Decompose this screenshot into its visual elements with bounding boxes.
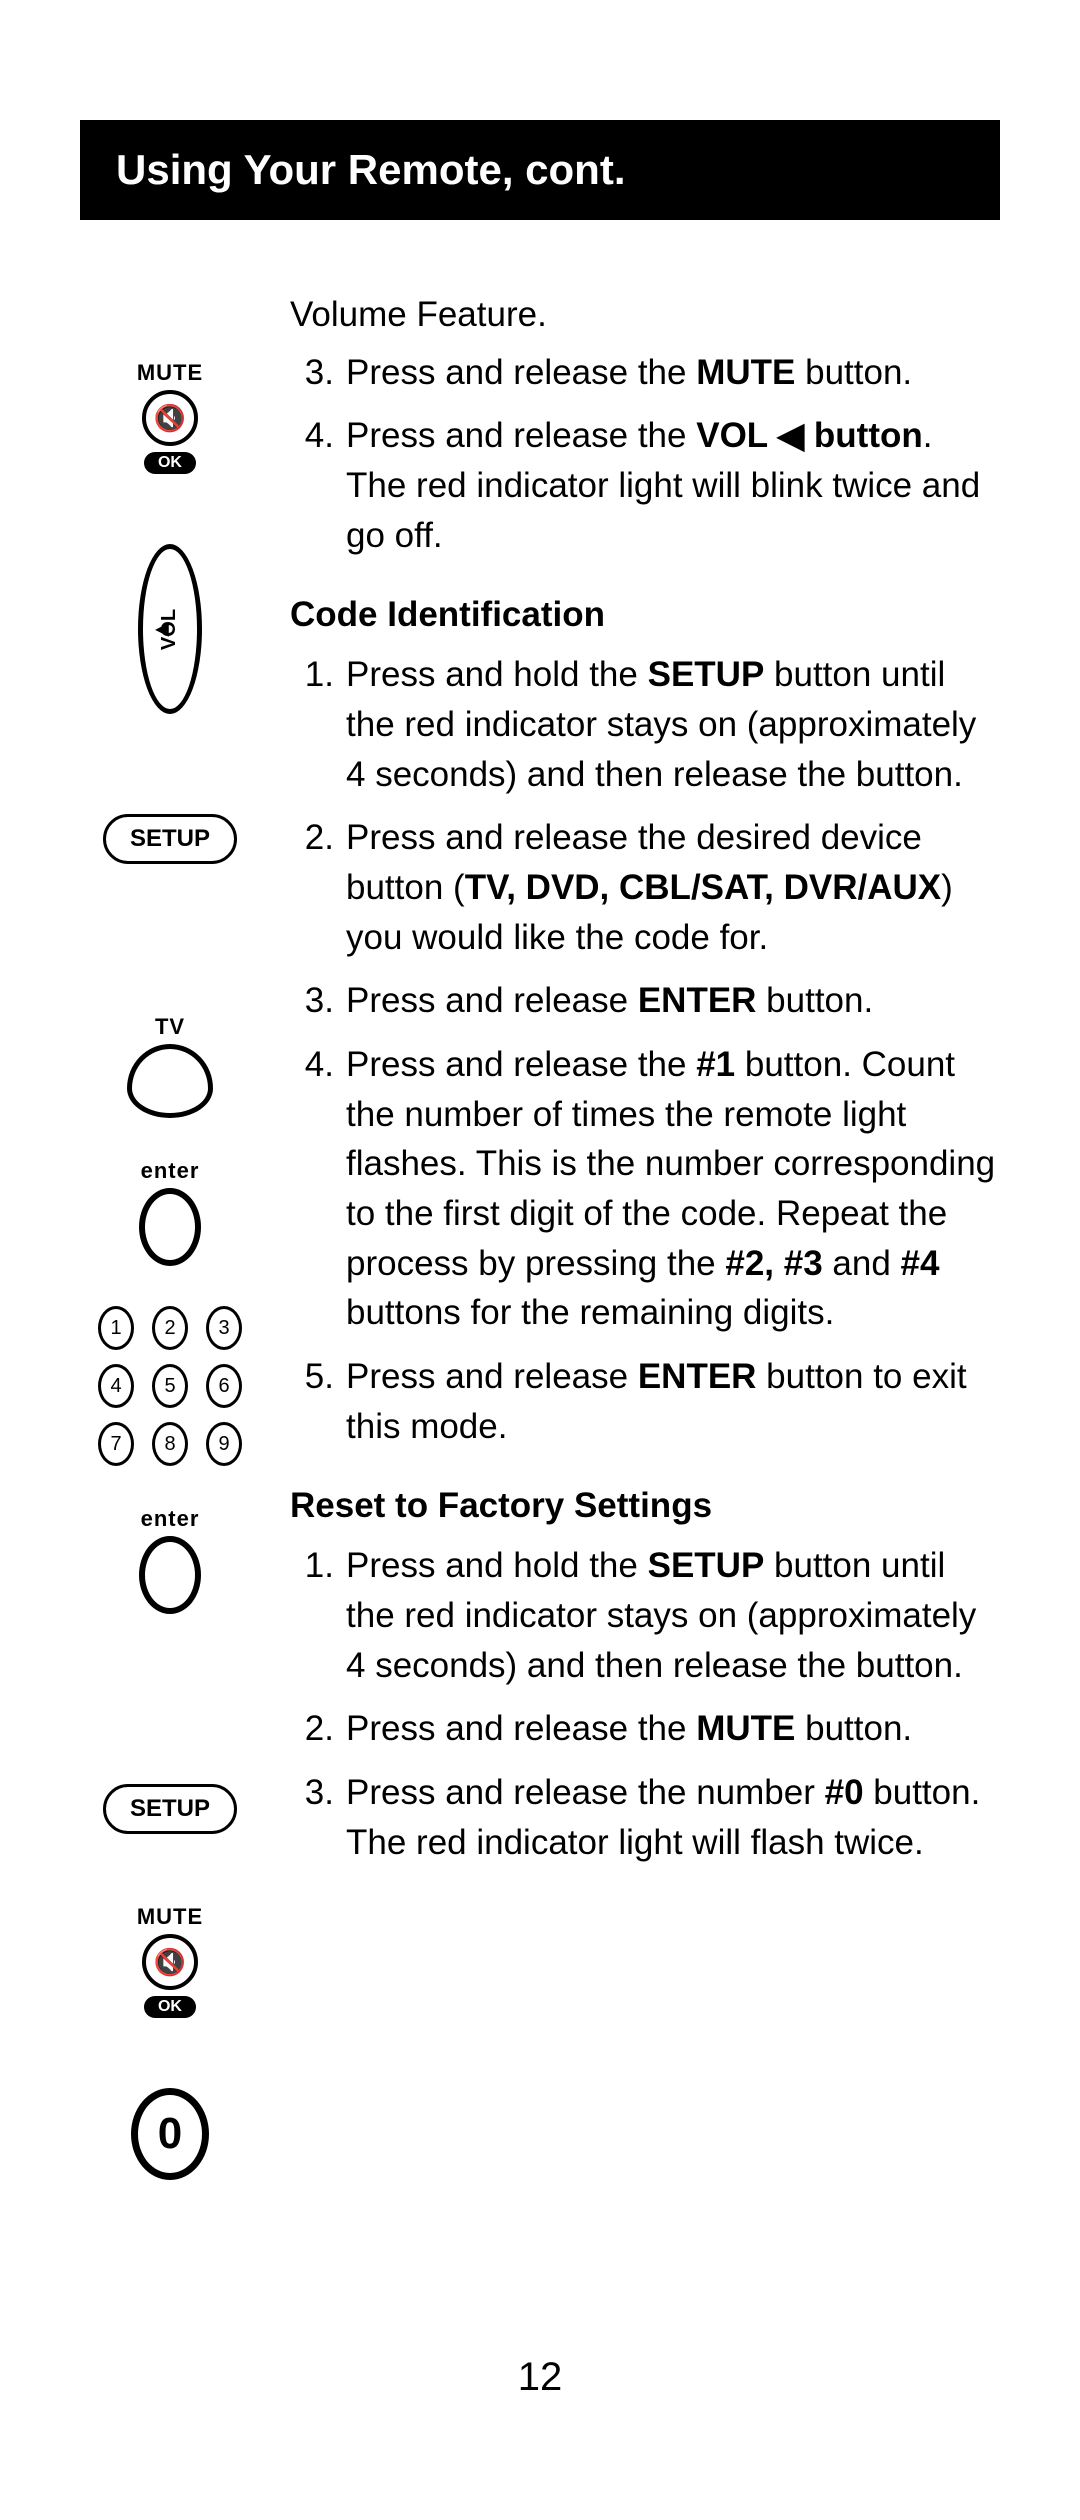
vol-icon: ◀ VOL xyxy=(138,544,202,714)
code-step-1: 1. Press and hold the SETUP button until… xyxy=(290,650,1000,799)
vol-label: VOL xyxy=(159,608,182,649)
icon-column: MUTE 🔇 OK ◀ VOL SETUP TV xyxy=(80,290,260,2180)
code-step-4: 4. Press and release the #1 button. Coun… xyxy=(290,1040,1000,1338)
section-header-title: Using Your Remote, cont. xyxy=(116,146,626,193)
key-8: 8 xyxy=(152,1422,188,1466)
tv-icon xyxy=(127,1044,213,1118)
key-7: 7 xyxy=(98,1422,134,1466)
mute-label: MUTE xyxy=(137,360,203,386)
code-id-steps: 1. Press and hold the SETUP button until… xyxy=(290,650,1000,1451)
enter-icon-2 xyxy=(139,1536,201,1614)
key-1: 1 xyxy=(98,1306,134,1350)
mute-icon-2: 🔇 xyxy=(142,1934,198,1990)
zero-button-icon: 0 xyxy=(131,2088,209,2180)
content-row: MUTE 🔇 OK ◀ VOL SETUP TV xyxy=(80,290,1000,2180)
volume-steps: 3. Press and release the MUTE button. 4.… xyxy=(290,348,1000,561)
key-3: 3 xyxy=(206,1306,242,1350)
volume-step-4: 4. Press and release the VOL ◀ button. T… xyxy=(290,411,1000,560)
reset-steps: 1. Press and hold the SETUP button until… xyxy=(290,1541,1000,1867)
tv-label: TV xyxy=(155,1014,185,1040)
ok-pill: OK xyxy=(144,452,196,474)
mute-label-2: MUTE xyxy=(137,1904,203,1930)
code-id-heading: Code Identification xyxy=(290,590,1000,640)
reset-step-3: 3. Press and release the number #0 butto… xyxy=(290,1768,1000,1867)
key-6: 6 xyxy=(206,1364,242,1408)
reset-heading: Reset to Factory Settings xyxy=(290,1481,1000,1531)
section-header: Using Your Remote, cont. xyxy=(80,120,1000,220)
reset-step-2: 2. Press and release the MUTE button. xyxy=(290,1704,1000,1754)
enter-label: enter xyxy=(141,1158,200,1184)
setup-label-2: SETUP xyxy=(103,1784,237,1834)
vol-button-icon: ◀ VOL xyxy=(138,544,202,714)
setup-button-icon-2: SETUP xyxy=(103,1784,237,1834)
key-5: 5 xyxy=(152,1364,188,1408)
enter-icon xyxy=(139,1188,201,1266)
key-4: 4 xyxy=(98,1364,134,1408)
enter-button-icon: enter xyxy=(139,1158,201,1266)
tv-button-icon: TV xyxy=(127,1014,213,1118)
mute-button-icon: MUTE 🔇 OK xyxy=(137,360,203,474)
reset-step-1: 1. Press and hold the SETUP button until… xyxy=(290,1541,1000,1690)
enter-button-icon-2: enter xyxy=(139,1506,201,1614)
setup-label: SETUP xyxy=(103,814,237,864)
page-number: 12 xyxy=(0,2355,1080,2400)
enter-label-2: enter xyxy=(141,1506,200,1532)
ok-pill-2: OK xyxy=(144,1996,196,2018)
keypad-icon: 1 2 3 4 5 6 7 8 9 xyxy=(98,1306,242,1466)
code-step-5: 5. Press and release ENTER button to exi… xyxy=(290,1352,1000,1451)
key-9: 9 xyxy=(206,1422,242,1466)
zero-icon: 0 xyxy=(131,2088,209,2180)
mute-button-icon-2: MUTE 🔇 OK xyxy=(137,1904,203,2018)
code-step-2: 2. Press and release the desired device … xyxy=(290,813,1000,962)
volume-lead: Volume Feature. xyxy=(290,290,1000,340)
mute-icon: 🔇 xyxy=(142,390,198,446)
code-step-3: 3. Press and release ENTER button. xyxy=(290,976,1000,1026)
setup-button-icon: SETUP xyxy=(103,814,237,864)
text-column: Volume Feature. 3. Press and release the… xyxy=(290,290,1000,2180)
page: Using Your Remote, cont. MUTE 🔇 OK ◀ VOL… xyxy=(0,0,1080,2520)
volume-step-3: 3. Press and release the MUTE button. xyxy=(290,348,1000,398)
key-2: 2 xyxy=(152,1306,188,1350)
